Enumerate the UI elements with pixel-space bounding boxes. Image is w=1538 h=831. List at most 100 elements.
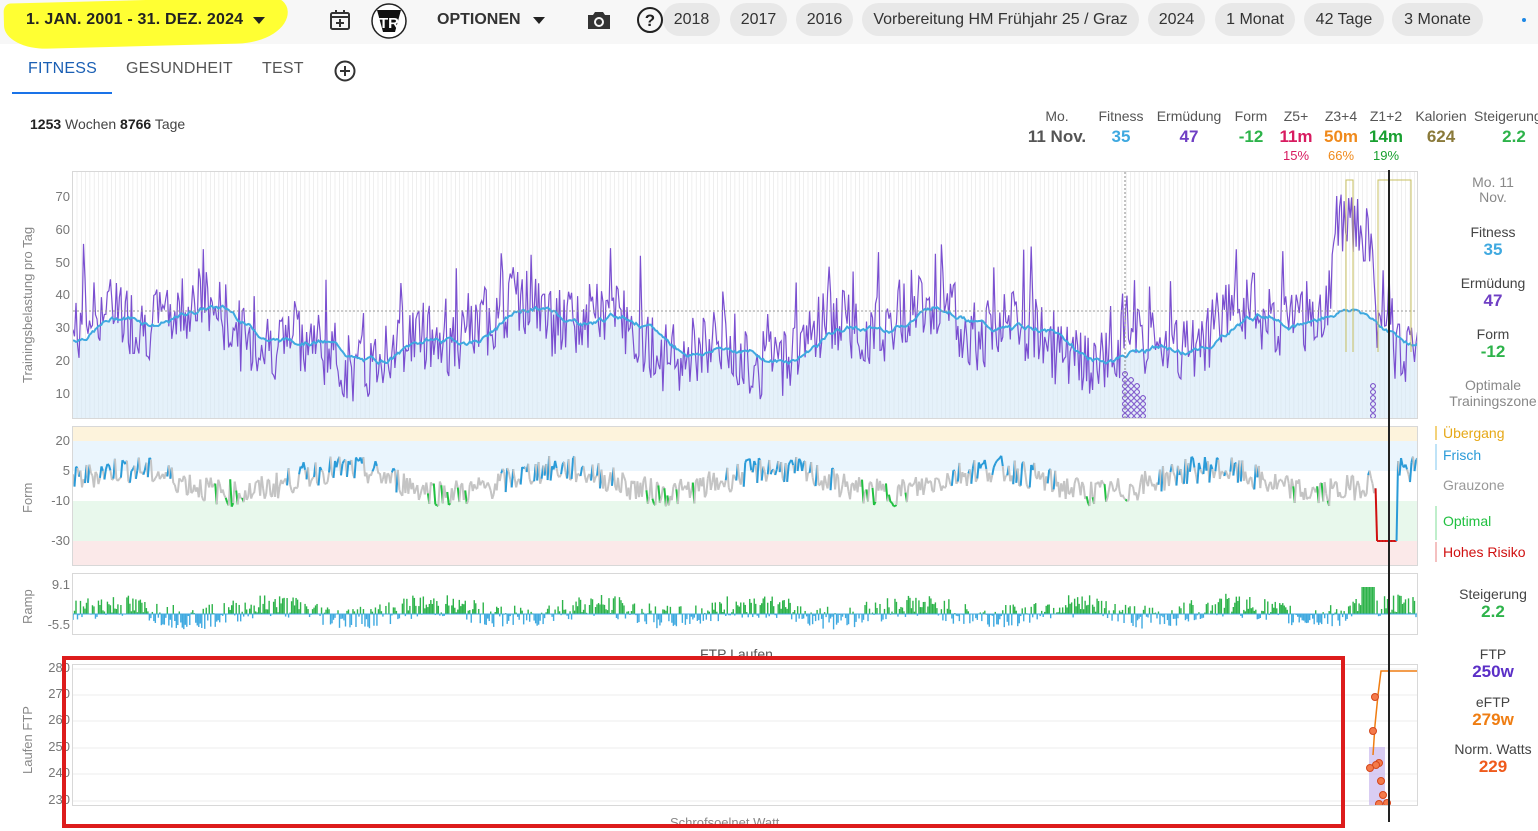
fitness-tick: 50 [55, 255, 70, 270]
stat-date-label: Mo. [1045, 108, 1069, 124]
chip-42-days[interactable]: 42 Tage [1304, 3, 1384, 36]
zone-transition: Übergang [1443, 425, 1505, 441]
stat-fitness-value: 35 [1111, 127, 1131, 146]
tab-health[interactable]: GESUNDHEIT [126, 60, 233, 77]
active-tab-indicator [12, 92, 112, 94]
stat-z34: Z3+4 50m 66% [1318, 108, 1364, 163]
chip-2017[interactable]: 2017 [730, 3, 787, 36]
side-ramp: Steigerung 2.2 [1438, 586, 1538, 622]
side-fitness-label: Fitness [1470, 224, 1516, 240]
side-ramp-value: 2.2 [1481, 602, 1505, 621]
chip-2018[interactable]: 2018 [663, 3, 720, 36]
ramp-chart-ylabel: Ramp [20, 589, 35, 624]
chip-plan[interactable]: Vorbereitung HM Frühjahr 25 / Graz [862, 3, 1139, 36]
fitness-tick: 40 [55, 287, 70, 302]
side-form-value: -12 [1480, 342, 1506, 361]
ramp-tick: -5.5 [47, 617, 70, 632]
form-chart[interactable] [72, 426, 1418, 566]
svg-text:TR: TR [379, 15, 399, 32]
form-chart-ylabel: Form [20, 482, 35, 513]
help-icon[interactable]: ? [635, 5, 665, 35]
zone-fresh: Frisch [1443, 447, 1482, 463]
ftp-chart[interactable] [72, 664, 1418, 806]
date-cursor-line [1388, 170, 1390, 822]
stat-z5-label: Z5+ [1283, 108, 1309, 124]
more-icon[interactable] [1522, 18, 1526, 22]
stat-date: Mo. 11 Nov. [1022, 108, 1092, 147]
ramp-chart[interactable] [72, 573, 1418, 635]
side-fatigue-label: Ermüdung [1460, 275, 1526, 291]
zone-optimal: Optimal [1443, 513, 1492, 529]
stat-z12-percent: 19% [1372, 148, 1400, 163]
stat-form-value: -12 [1238, 127, 1264, 146]
stat-z5: Z5+ 11m 15% [1275, 108, 1317, 163]
fitness-tick: 20 [55, 353, 70, 368]
ramp-tick: 9.1 [51, 577, 70, 592]
stat-fatigue-value: 47 [1179, 127, 1199, 146]
zone-fresh-bar [1435, 444, 1437, 470]
date-range-label: 1. JAN. 2001 - 31. DEZ. 2024 [26, 11, 244, 28]
chip-2024[interactable]: 2024 [1148, 3, 1205, 36]
stat-ramp-label: Steigerung [1474, 108, 1538, 124]
side-norm-watts-value: 229 [1478, 757, 1508, 776]
options-label: OPTIONEN [437, 11, 521, 28]
fitness-tick: 60 [55, 222, 70, 237]
fitness-tick: 70 [55, 189, 70, 204]
side-fatigue-value: 47 [1483, 291, 1503, 310]
stat-calories-label: Kalorien [1415, 108, 1467, 124]
stat-z34-percent: 66% [1327, 148, 1355, 163]
side-ramp-label: Steigerung [1459, 586, 1527, 602]
svg-text:?: ? [645, 11, 655, 30]
weeks-days-summary: 1253 Wochen 8766 Tage [30, 116, 185, 132]
stat-fitness: Fitness 35 [1094, 108, 1148, 147]
tab-test[interactable]: TEST [262, 60, 304, 77]
chip-2016[interactable]: 2016 [796, 3, 853, 36]
form-tick: 5 [62, 463, 70, 478]
stat-date-value: 11 Nov. [1027, 127, 1087, 146]
stat-z12-value: 14m [1368, 127, 1404, 146]
form-tick: 20 [55, 433, 70, 448]
stat-z34-label: Z3+4 [1324, 108, 1358, 124]
chevron-down-icon [532, 16, 545, 24]
chip-1-month[interactable]: 1 Monat [1215, 3, 1295, 36]
fitness-chart-ylabel: Trainingsbelastung pro Tag [20, 226, 35, 383]
stat-calories: Kalorien 624 [1410, 108, 1472, 147]
side-eftp-value: 279w [1472, 710, 1514, 729]
stat-fatigue: Ermüdung 47 [1152, 108, 1226, 147]
stat-z12: Z1+2 14m 19% [1364, 108, 1408, 163]
zone-high-risk: Hohes Risiko [1443, 544, 1526, 560]
days-label: Tage [154, 116, 186, 132]
tab-fitness[interactable]: FITNESS [28, 60, 97, 77]
side-form-label: Form [1476, 326, 1510, 342]
form-tick: -30 [51, 533, 70, 548]
side-norm-watts: Norm. Watts 229 [1438, 741, 1538, 777]
zone-grey: Grauzone [1443, 477, 1505, 493]
stat-z12-label: Z1+2 [1369, 108, 1403, 124]
side-zone-label: Optimale Trainingszone [1449, 377, 1537, 409]
camera-icon[interactable] [584, 5, 614, 35]
options-menu-button[interactable]: OPTIONEN [437, 4, 545, 36]
chevron-down-icon [253, 16, 266, 24]
fitness-chart[interactable] [72, 171, 1418, 419]
stat-ramp-value: 2.2 [1502, 127, 1526, 146]
add-event-icon[interactable] [325, 5, 355, 35]
athlete-avatar[interactable]: TR [368, 1, 410, 41]
stat-form-label: Form [1234, 108, 1268, 124]
zone-optimal-bar [1435, 506, 1437, 540]
stat-z5-value: 11m [1279, 127, 1313, 146]
side-fatigue: Ermüdung 47 [1438, 275, 1538, 311]
date-range-picker[interactable]: 1. JAN. 2001 - 31. DEZ. 2024 [12, 4, 279, 36]
days-count: 8766 [120, 116, 152, 132]
annotation-box [62, 656, 1345, 828]
stat-ramp: Steigerung 2.2 [1474, 108, 1538, 147]
fitness-tick: 10 [55, 386, 70, 401]
form-tick: -10 [51, 493, 70, 508]
side-eftp: eFTP 279w [1438, 694, 1538, 730]
ftp-chart-ylabel: Laufen FTP [20, 706, 35, 774]
weeks-count: 1253 [30, 116, 62, 132]
side-form: Form -12 [1438, 326, 1538, 362]
chip-3-months[interactable]: 3 Monate [1392, 3, 1483, 36]
weeks-label: Wochen [65, 116, 117, 132]
add-tab-icon[interactable] [334, 60, 356, 87]
side-ftp: FTP 250w [1438, 646, 1538, 682]
